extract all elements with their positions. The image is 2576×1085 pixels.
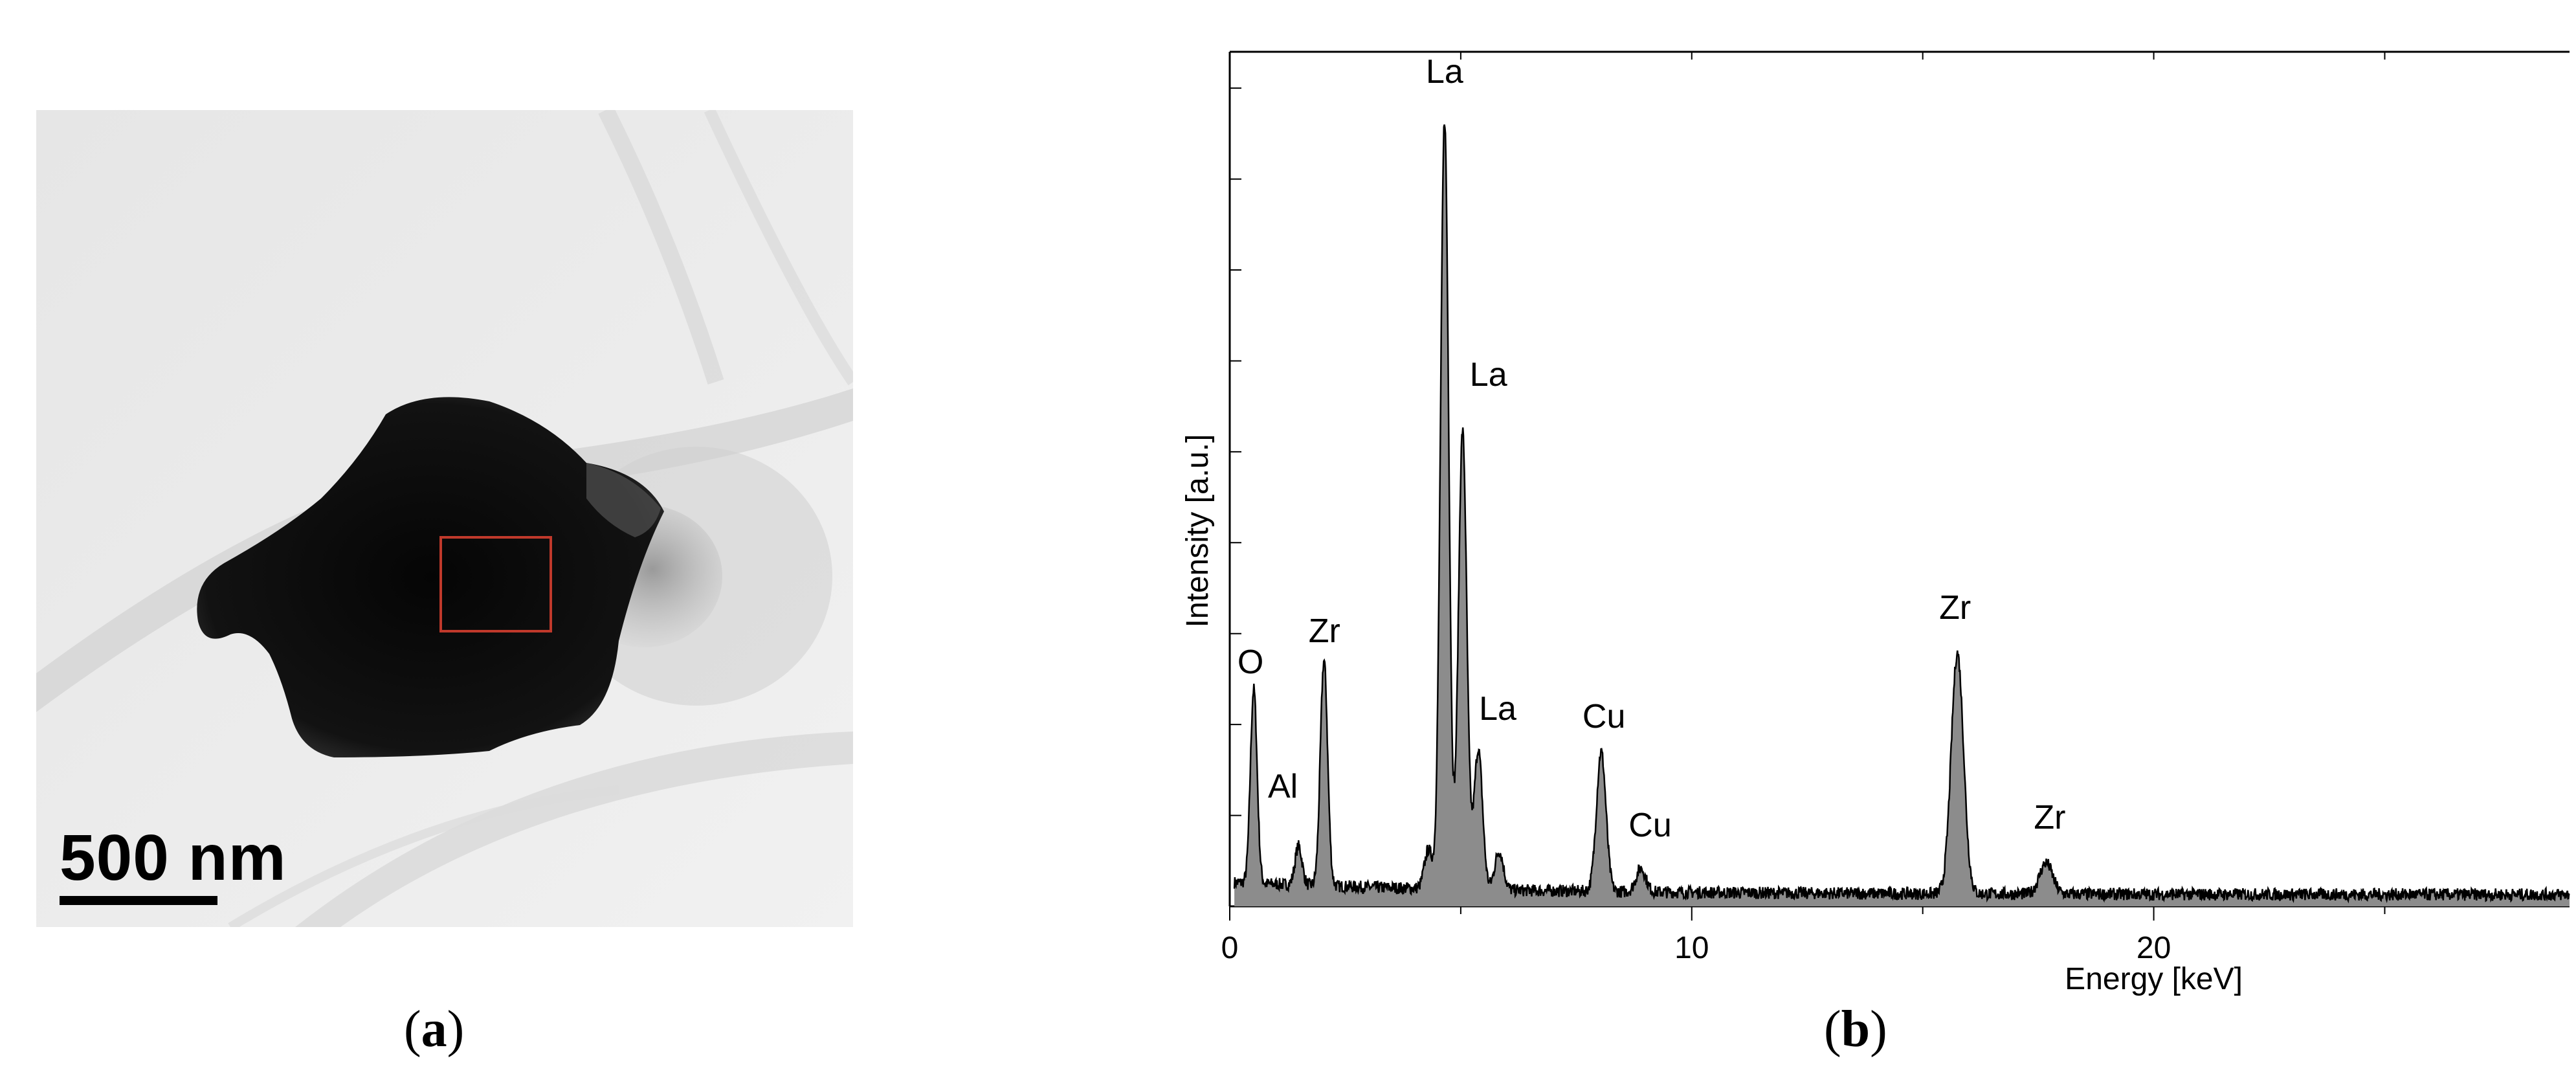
spectrum-fill [1234, 124, 2570, 906]
caption-b: (b) [1824, 1001, 1887, 1058]
peak-label-la: La [1470, 356, 1507, 394]
tem-micrograph [36, 110, 853, 927]
peak-label-la: La [1479, 690, 1516, 728]
peak-label-cu: Cu [1582, 698, 1625, 735]
scale-bar-label: 500 nm [60, 822, 287, 894]
peak-label-cu: Cu [1628, 807, 1671, 844]
x-tick-label: 0 [1221, 931, 1239, 965]
roi-box [439, 536, 552, 632]
y-axis-label: Intensity [a.u.] [1181, 434, 1215, 628]
peak-label-zr: Zr [2034, 799, 2065, 836]
peak-label-la: La [1426, 53, 1463, 91]
peak-label-o: O [1238, 643, 1263, 681]
peak-label-al: Al [1268, 768, 1298, 805]
x-tick-label: 10 [1674, 931, 1709, 965]
scale-bar [60, 896, 217, 905]
x-tick-label: 20 [2137, 931, 2171, 965]
caption-a-letter: a [421, 1001, 447, 1058]
peak-label-zr: Zr [1939, 589, 1971, 627]
caption-b-letter: b [1841, 1001, 1871, 1058]
spectrum-line [1233, 124, 2570, 904]
x-axis-label: Energy [keV] [2065, 962, 2243, 996]
caption-a: (a) [404, 1001, 465, 1058]
peak-label-zr: Zr [1309, 612, 1340, 650]
